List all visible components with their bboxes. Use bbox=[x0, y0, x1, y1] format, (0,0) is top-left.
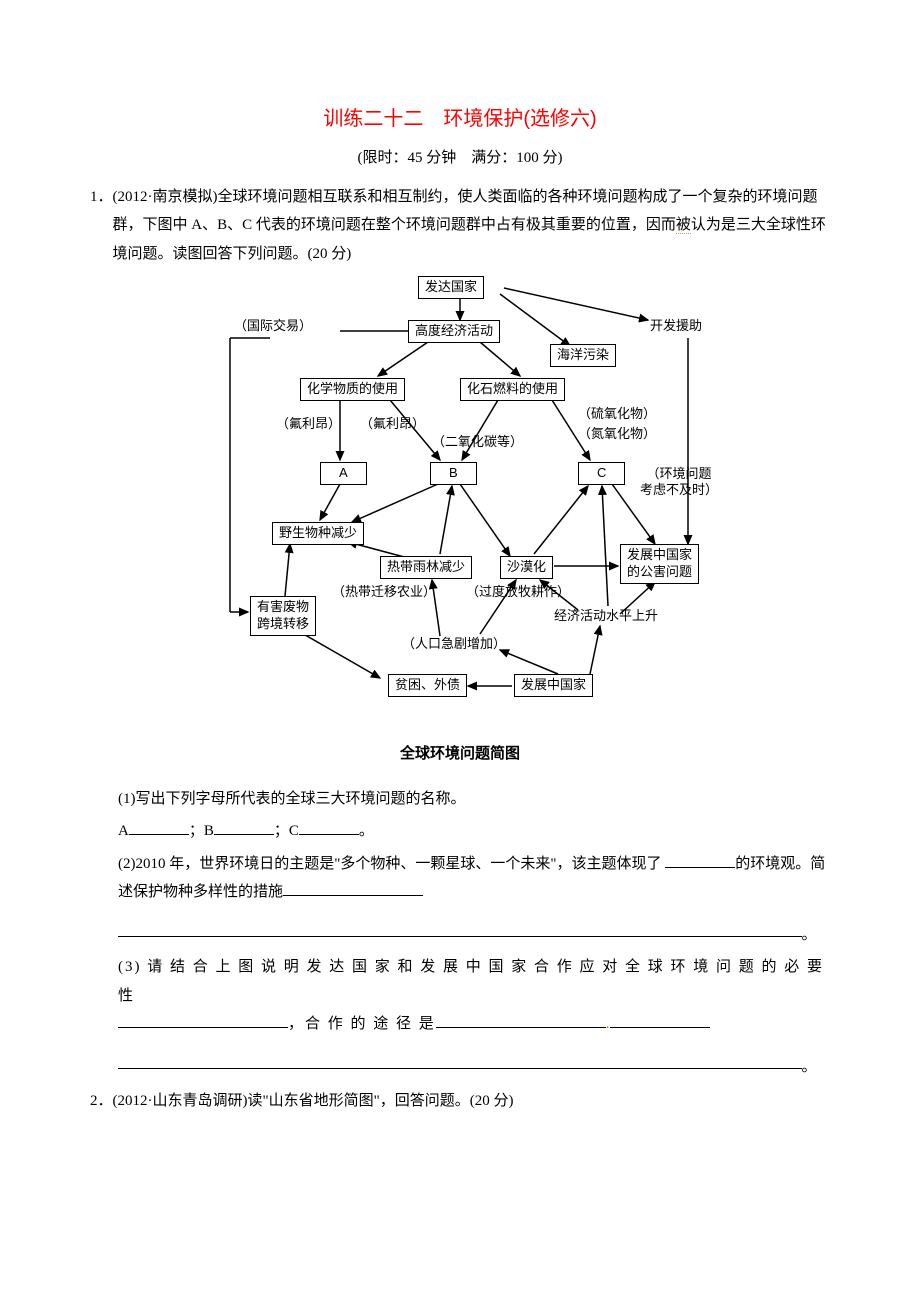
page-title: 训练二十二 环境保护(选修六) bbox=[90, 100, 830, 138]
diagram-caption: 全球环境问题简图 bbox=[90, 740, 830, 769]
node-devproblem: 发展中国家 的公害问题 bbox=[620, 544, 699, 584]
q1-p1a: (1)写出下列字母所代表的全球三大环境问题的名称。 bbox=[118, 785, 830, 814]
q1-number: 1． bbox=[90, 183, 113, 269]
label-sox: （硫氧化物） bbox=[578, 406, 656, 422]
node-chemuse: 化学物质的使用 bbox=[300, 378, 405, 401]
blank bbox=[610, 1012, 710, 1028]
blank bbox=[299, 819, 359, 835]
blank bbox=[665, 852, 735, 868]
node-desert: 沙漠化 bbox=[500, 556, 553, 579]
q1-p3b: ，合 作 的 途 径 是 bbox=[288, 1016, 436, 1032]
q1-body: (2012·南京模拟)全球环境问题相互联系和相互制约，使人类面临的各种环境问题构… bbox=[113, 183, 830, 269]
node-developed: 发达国家 bbox=[418, 276, 484, 299]
blank bbox=[436, 1012, 606, 1028]
node-poverty: 贫困、外债 bbox=[388, 674, 467, 697]
q2-body: (2012·山东青岛调研)读"山东省地形简图"，回答问题。(20 分) bbox=[113, 1087, 830, 1116]
flow-arrows bbox=[180, 276, 740, 736]
q1-p1b-end: 。 bbox=[359, 823, 374, 839]
q1-p1b-b: ；B bbox=[189, 823, 214, 839]
node-rainforest: 热带雨林减少 bbox=[380, 556, 472, 579]
q2-number: 2． bbox=[90, 1087, 113, 1116]
label-freon2: （氟利昂） bbox=[360, 416, 425, 432]
q1-p3b-line: ，合 作 的 途 径 是. bbox=[118, 1010, 830, 1039]
label-envlate: （环境问题 考虑不及时） bbox=[640, 466, 718, 497]
node-waste: 有害废物 跨境转移 bbox=[250, 596, 316, 636]
label-popup: （人口急剧增加） bbox=[402, 636, 506, 652]
node-wild: 野生物种减少 bbox=[272, 522, 364, 545]
node-marine: 海洋污染 bbox=[550, 344, 616, 367]
blank bbox=[129, 819, 189, 835]
q1-p3a: (3) 请 结 合 上 图 说 明 发 达 国 家 和 发 展 中 国 家 合 … bbox=[118, 959, 824, 1004]
q1-p3end: 。 bbox=[802, 1059, 817, 1075]
question-1: 1． (2012·南京模拟)全球环境问题相互联系和相互制约，使人类面临的各种环境… bbox=[90, 183, 830, 269]
label-freon1: （氟利昂） bbox=[276, 416, 341, 432]
node-developing: 发展中国家 bbox=[514, 674, 593, 697]
blank bbox=[118, 1012, 288, 1028]
q1-p2a: (2)2010 年，世界环境日的主题是"多个物种、一颗星球、一个未来"，该主题体… bbox=[118, 856, 662, 872]
node-highecon: 高度经济活动 bbox=[408, 320, 500, 343]
question-2: 2． (2012·山东青岛调研)读"山东省地形简图"，回答问题。(20 分) bbox=[90, 1087, 830, 1116]
blank-line bbox=[118, 909, 802, 937]
blank bbox=[214, 819, 274, 835]
node-B: B bbox=[430, 462, 477, 485]
node-C: C bbox=[578, 462, 625, 485]
label-tropical: （热带迁移农业） bbox=[332, 584, 436, 600]
label-co2: （二氧化碳等） bbox=[432, 434, 523, 450]
diagram: 发达国家 （国际交易） 高度经济活动 海洋污染 开发援助 化学物质的使用 化石燃… bbox=[90, 276, 830, 736]
q1-p2: (2)2010 年，世界环境日的主题是"多个物种、一颗星球、一个未来"，该主题体… bbox=[118, 850, 830, 907]
wave-text: 被 bbox=[676, 217, 691, 234]
q1-p2end: 。 bbox=[802, 927, 817, 943]
node-fossil: 化石燃料的使用 bbox=[460, 378, 565, 401]
q1-p1b-c: ；C bbox=[274, 823, 299, 839]
node-A: A bbox=[320, 462, 367, 485]
blank-line bbox=[118, 1041, 802, 1069]
blank bbox=[283, 880, 423, 896]
label-intl: （国际交易） bbox=[234, 318, 312, 334]
page-subtitle: (限时：45 分钟 满分：100 分) bbox=[90, 144, 830, 173]
label-overgraze: （过度放牧耕作） bbox=[466, 584, 570, 600]
label-nox: （氮氧化物） bbox=[578, 426, 656, 442]
q1-subquestions: (1)写出下列字母所代表的全球三大环境问题的名称。 A ；B ；C 。 (2)2010… bbox=[90, 785, 830, 1082]
label-aid: 开发援助 bbox=[650, 318, 702, 334]
q1-p1b-a: A bbox=[118, 823, 129, 839]
q1-p3: (3) 请 结 合 上 图 说 明 发 达 国 家 和 发 展 中 国 家 合 … bbox=[118, 953, 830, 1010]
label-econup: 经济活动水平上升 bbox=[554, 608, 658, 624]
q1-p1b: A ；B ；C 。 bbox=[118, 817, 830, 846]
